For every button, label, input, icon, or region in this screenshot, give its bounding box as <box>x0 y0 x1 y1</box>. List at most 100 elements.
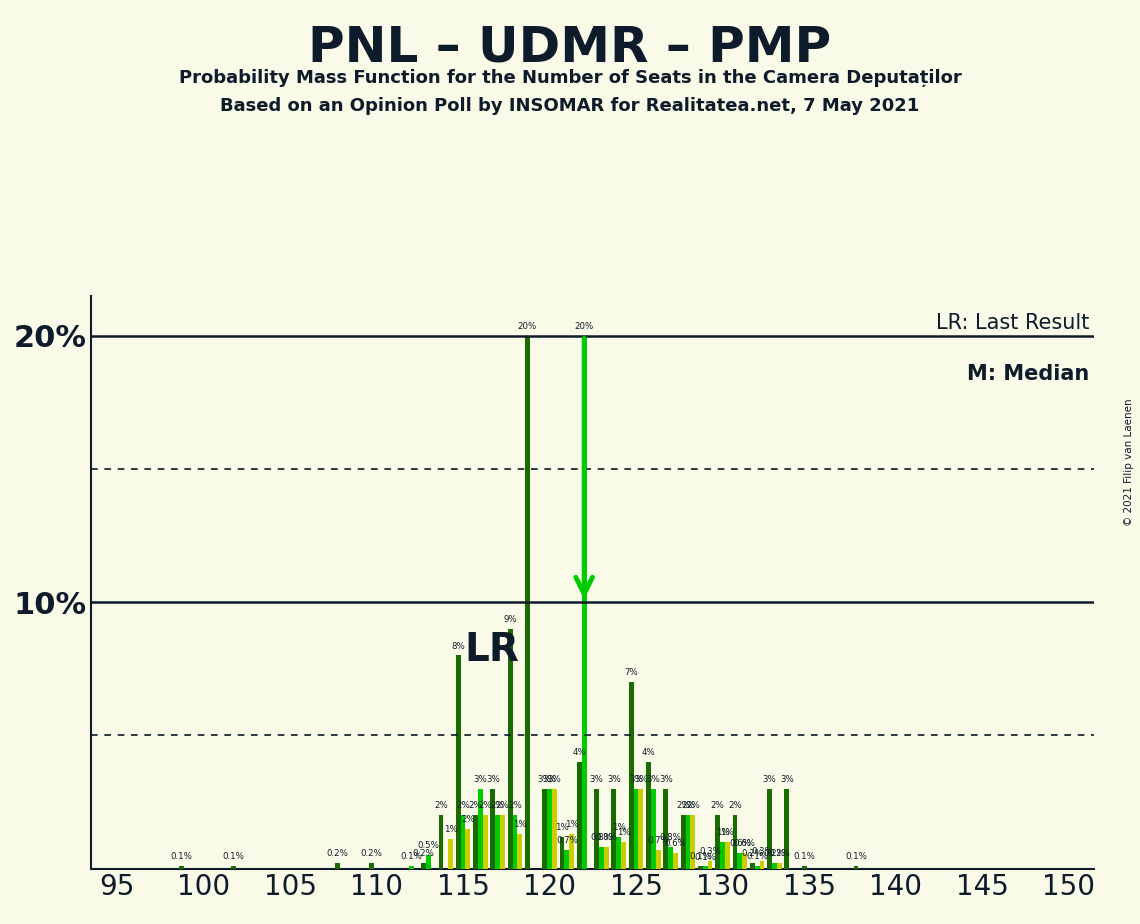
Bar <box>776 863 782 869</box>
Text: 0.1%: 0.1% <box>400 852 422 861</box>
Bar <box>560 836 564 869</box>
Bar <box>577 762 581 869</box>
Text: 1%: 1% <box>716 828 730 837</box>
Bar <box>691 815 695 869</box>
Bar <box>231 866 236 869</box>
Text: 3%: 3% <box>473 775 487 784</box>
Bar <box>526 335 530 869</box>
Text: 0.2%: 0.2% <box>764 849 785 858</box>
Text: 0.6%: 0.6% <box>734 839 756 848</box>
Text: 1%: 1% <box>617 828 630 837</box>
Text: PNL – UDMR – PMP: PNL – UDMR – PMP <box>309 23 831 71</box>
Bar <box>473 815 478 869</box>
Text: 0.6%: 0.6% <box>728 839 751 848</box>
Bar <box>698 866 702 869</box>
Text: 2%: 2% <box>728 801 742 810</box>
Text: 3%: 3% <box>659 775 673 784</box>
Bar <box>611 788 617 869</box>
Text: 3%: 3% <box>543 775 556 784</box>
Bar <box>500 815 505 869</box>
Text: 0.7%: 0.7% <box>648 836 669 845</box>
Text: 0.1%: 0.1% <box>747 852 768 861</box>
Bar <box>564 850 569 869</box>
Text: 0.1%: 0.1% <box>690 852 711 861</box>
Text: 2%: 2% <box>479 801 492 810</box>
Text: 0.8%: 0.8% <box>591 833 612 843</box>
Text: Probability Mass Function for the Number of Seats in the Camera Deputaților: Probability Mass Function for the Number… <box>179 69 961 87</box>
Text: LR: LR <box>464 631 519 669</box>
Bar <box>456 655 461 869</box>
Bar <box>629 682 634 869</box>
Bar <box>801 866 807 869</box>
Text: 2%: 2% <box>711 801 725 810</box>
Text: Based on an Opinion Poll by INSOMAR for Realitatea.net, 7 May 2021: Based on an Opinion Poll by INSOMAR for … <box>220 97 920 115</box>
Text: 3%: 3% <box>606 775 621 784</box>
Bar <box>490 788 495 869</box>
Text: 2%: 2% <box>491 801 505 810</box>
Text: M: Median: M: Median <box>967 364 1090 384</box>
Bar <box>426 856 431 869</box>
Text: 2%: 2% <box>456 801 470 810</box>
Bar <box>179 866 184 869</box>
Text: 3%: 3% <box>780 775 793 784</box>
Bar <box>569 834 575 869</box>
Bar <box>742 853 747 869</box>
Bar <box>594 788 599 869</box>
Bar <box>767 788 772 869</box>
Bar <box>720 842 725 869</box>
Text: 0.2%: 0.2% <box>413 849 434 858</box>
Text: 20%: 20% <box>575 322 594 331</box>
Bar <box>715 815 720 869</box>
Text: © 2021 Filip van Laenen: © 2021 Filip van Laenen <box>1124 398 1134 526</box>
Text: 1%: 1% <box>513 821 527 829</box>
Text: 0.1%: 0.1% <box>845 852 868 861</box>
Bar <box>478 788 483 869</box>
Text: 4%: 4% <box>642 748 656 757</box>
Text: 3%: 3% <box>634 775 648 784</box>
Bar <box>673 853 678 869</box>
Text: 9%: 9% <box>503 615 516 624</box>
Bar <box>581 335 587 869</box>
Bar <box>617 836 621 869</box>
Text: 3%: 3% <box>629 775 643 784</box>
Bar <box>552 788 556 869</box>
Text: 0.3%: 0.3% <box>699 846 720 856</box>
Text: 2%: 2% <box>469 801 482 810</box>
Text: 0.2%: 0.2% <box>326 849 348 858</box>
Bar <box>335 863 340 869</box>
Bar <box>663 788 668 869</box>
Text: 2%: 2% <box>508 801 522 810</box>
Text: 1%: 1% <box>443 825 457 834</box>
Bar <box>604 847 609 869</box>
Bar <box>513 815 518 869</box>
Bar <box>634 788 638 869</box>
Text: 0.1%: 0.1% <box>694 853 716 862</box>
Text: 0.6%: 0.6% <box>665 839 686 848</box>
Text: LR: Last Result: LR: Last Result <box>936 313 1090 333</box>
Text: 1%: 1% <box>564 821 579 829</box>
Text: 0.8%: 0.8% <box>595 833 617 843</box>
Text: 4%: 4% <box>572 748 586 757</box>
Bar <box>708 860 712 869</box>
Text: 2%: 2% <box>681 801 694 810</box>
Bar <box>409 866 414 869</box>
Bar <box>507 628 513 869</box>
Bar <box>725 842 730 869</box>
Text: 0.1%: 0.1% <box>793 852 815 861</box>
Text: 2%: 2% <box>676 801 690 810</box>
Bar <box>759 860 765 869</box>
Bar <box>681 815 685 869</box>
Text: 2%: 2% <box>434 801 448 810</box>
Text: 2%: 2% <box>686 801 700 810</box>
Text: 0.1%: 0.1% <box>171 852 193 861</box>
Text: 0.5%: 0.5% <box>417 842 439 850</box>
Bar <box>733 815 738 869</box>
Bar <box>702 867 708 869</box>
Text: 20%: 20% <box>518 322 537 331</box>
Text: 3%: 3% <box>486 775 499 784</box>
Bar <box>543 788 547 869</box>
Text: 0.7%: 0.7% <box>556 836 578 845</box>
Text: 1%: 1% <box>612 822 626 832</box>
Bar <box>772 863 776 869</box>
Bar <box>646 762 651 869</box>
